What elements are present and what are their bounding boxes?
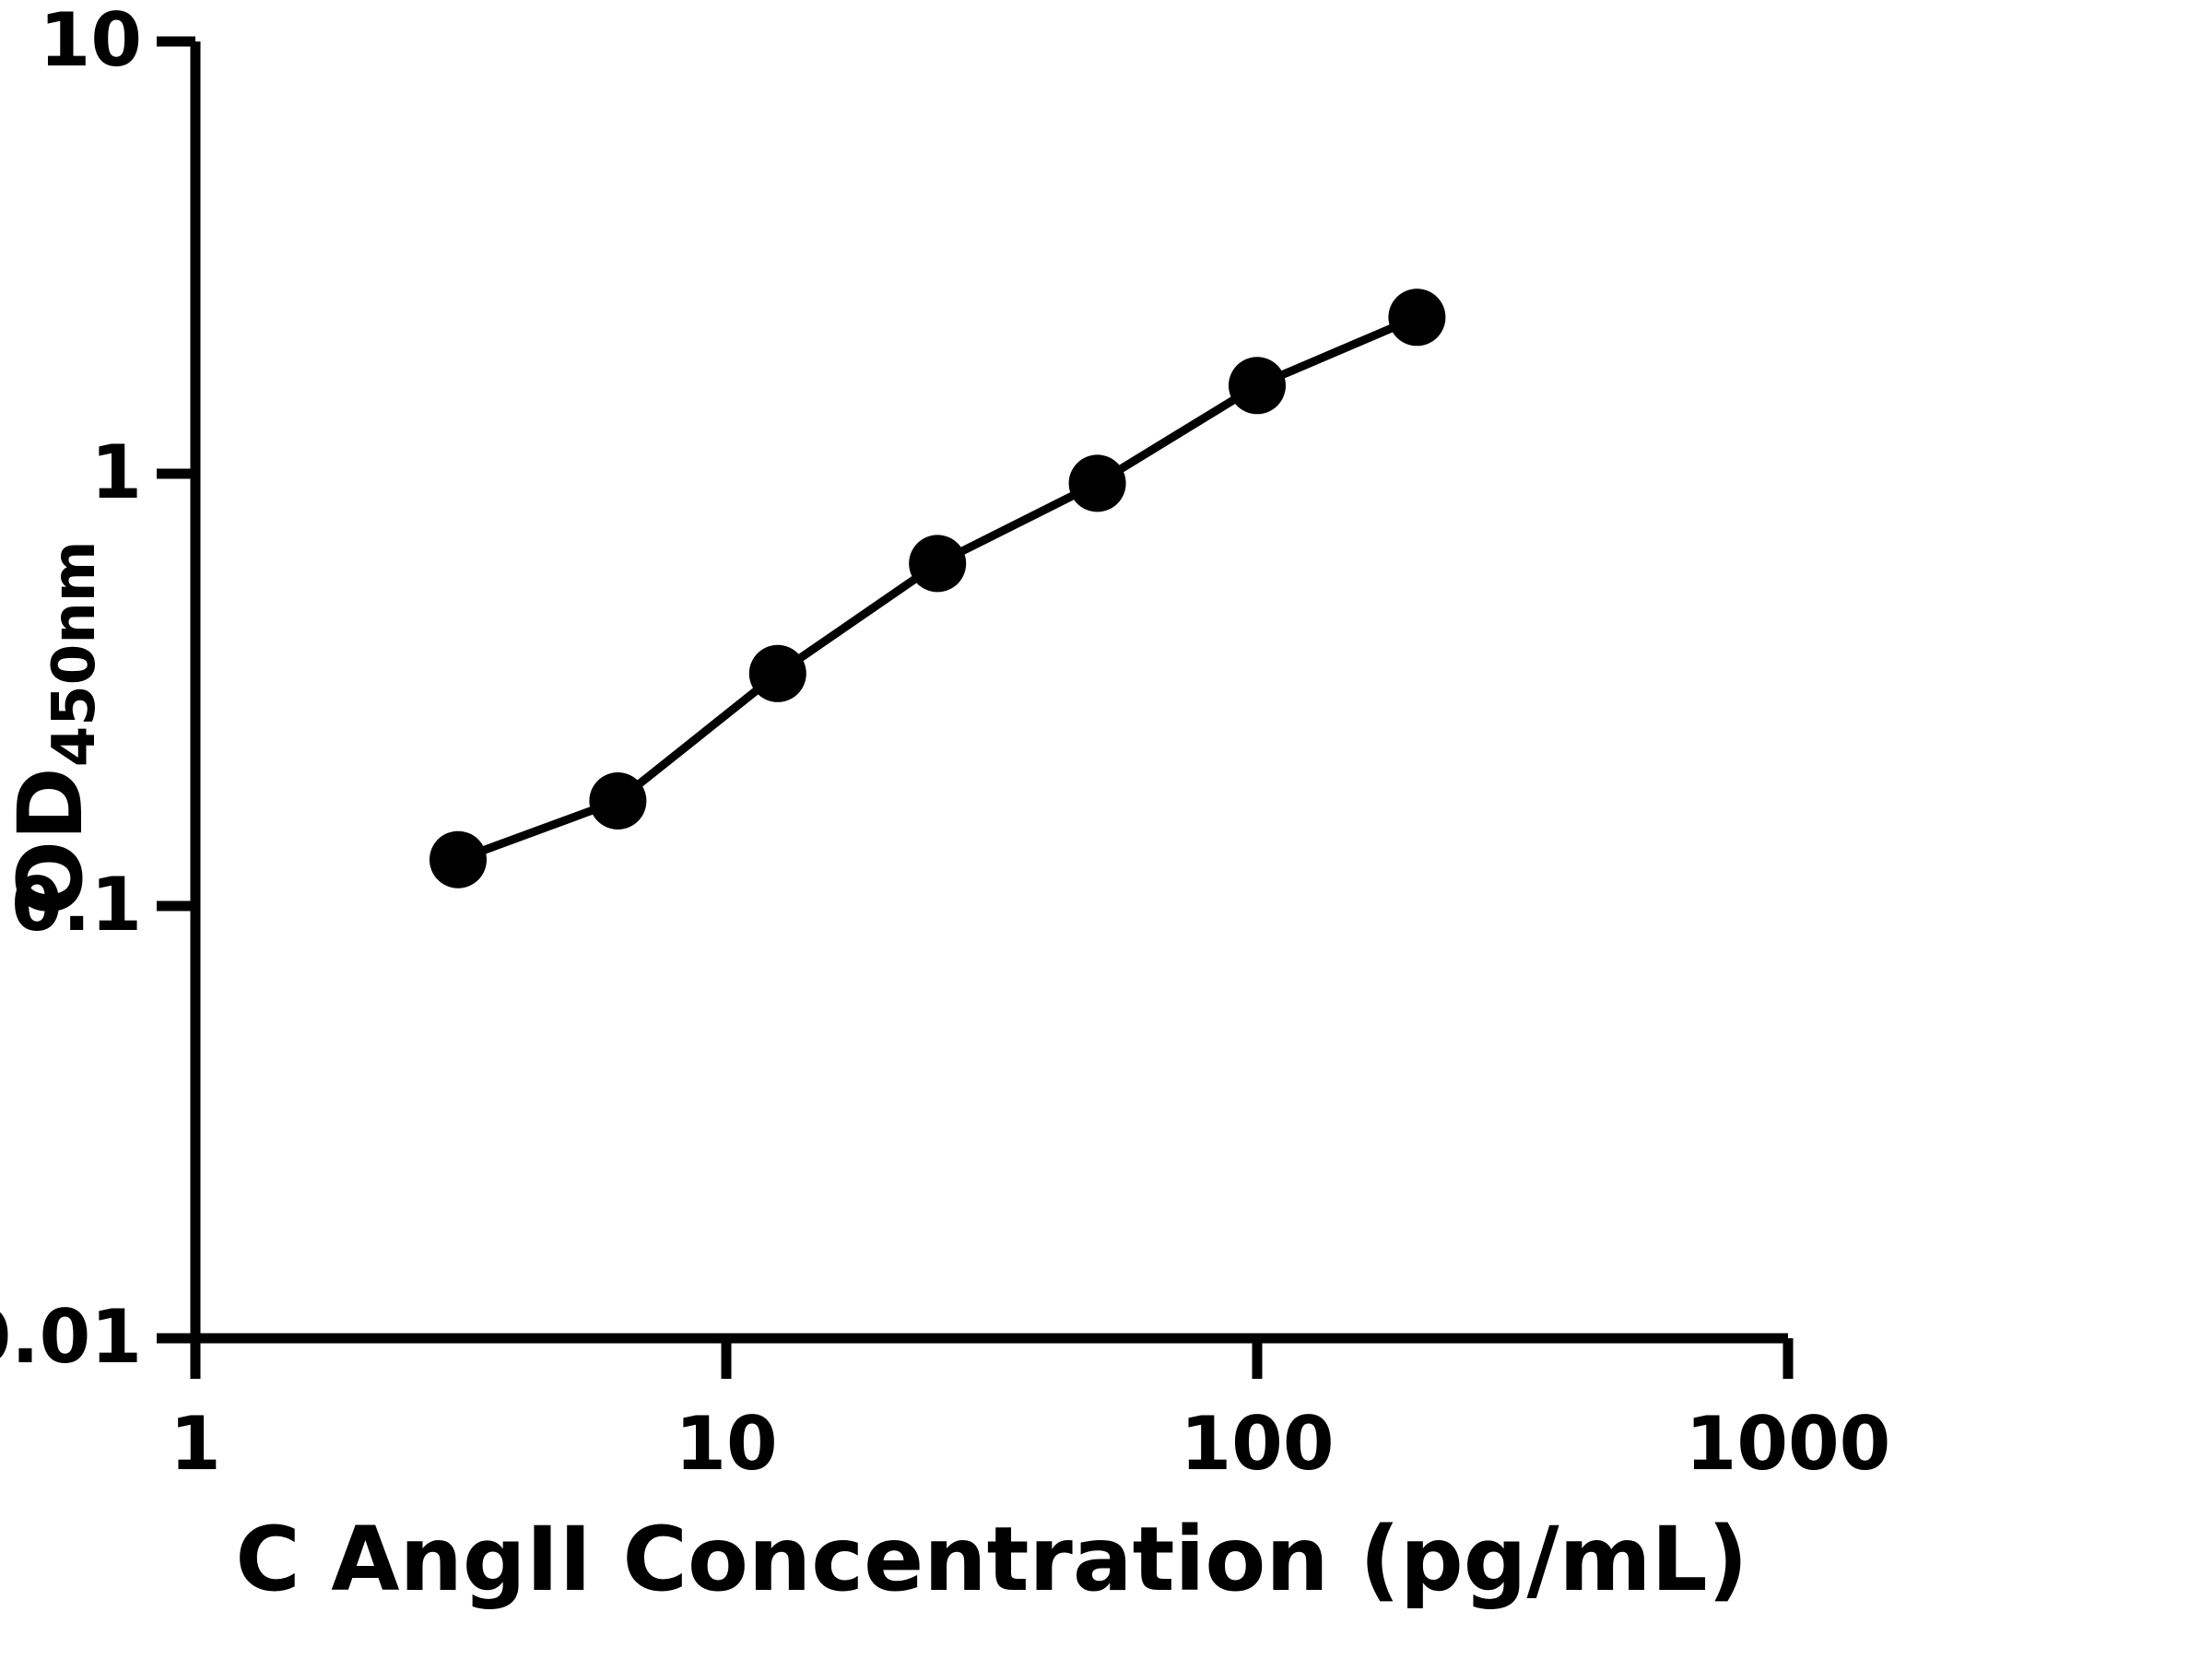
data-point-markers [429, 288, 1446, 888]
data-point-4 [1068, 454, 1126, 512]
y-tick-label-0.1: 0.1 [11, 862, 142, 947]
y-axis-title: OD450nm [0, 540, 109, 915]
x-tick-label-1: 1 [170, 1401, 221, 1487]
y-axis-title-text: OD450nm [0, 540, 109, 915]
data-point-5 [1229, 357, 1286, 415]
y-axis-tick-labels: 0.01 0.1 1 10 [0, 0, 142, 1380]
y-axis-title-subscript: 450nm [41, 540, 109, 767]
data-point-2 [748, 644, 806, 702]
y-axis-title-main: OD [0, 767, 102, 915]
data-point-0 [429, 830, 487, 888]
y-axis-ticks [157, 36, 195, 1344]
x-axis-title: C AngII Concentration (pg/mL) [235, 1508, 1747, 1611]
y-tick-label-0.01: 0.01 [0, 1294, 142, 1380]
x-axis-tick-labels: 1 10 100 1000 [170, 1401, 1890, 1487]
y-tick-label-1: 1 [90, 429, 142, 515]
x-axis-ticks [190, 1338, 1794, 1379]
data-point-6 [1388, 288, 1446, 347]
x-tick-label-100: 100 [1181, 1401, 1335, 1487]
x-tick-label-10: 10 [675, 1401, 777, 1487]
data-point-3 [909, 535, 967, 593]
y-tick-label-10: 10 [40, 0, 142, 83]
data-point-1 [589, 772, 647, 830]
x-tick-label-1000: 1000 [1686, 1401, 1891, 1487]
